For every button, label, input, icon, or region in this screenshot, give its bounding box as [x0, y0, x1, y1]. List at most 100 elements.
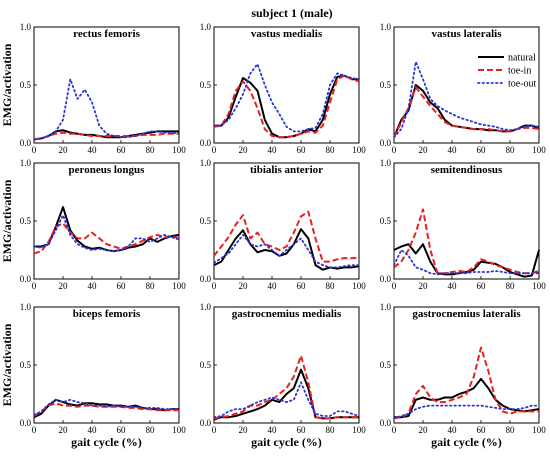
x-tick-label: 100 [352, 145, 366, 155]
y-axis-label: EMG/activation [0, 323, 14, 406]
panel-title: semitendinosus [431, 164, 503, 176]
series-line-toe-in [33, 131, 179, 141]
panel-gastrocnemius-lateralis: gastrocnemius lateralis 0 20 40 60 80 100 0.0 0.… [380, 302, 547, 449]
y-tick-label: 0.5 [380, 216, 392, 226]
y-tick-label: 1.0 [380, 22, 392, 32]
x-tick-label: 20 [59, 281, 69, 291]
x-axis-label: gait cycle (%) [251, 435, 322, 449]
x-tick-label: 60 [297, 425, 307, 435]
series-line-toe-in [393, 346, 539, 420]
x-tick-label: 80 [326, 281, 336, 291]
x-tick-label: 20 [419, 281, 429, 291]
series-line-toe-in [213, 74, 360, 139]
series-line-toe-out [393, 404, 540, 420]
legend: natural toe-in toe-out [477, 53, 537, 90]
series-line-natural [34, 206, 180, 253]
x-tick-label: 20 [419, 145, 429, 155]
y-tick-label: 0.5 [20, 80, 32, 90]
y-tick-label: 1.0 [380, 302, 392, 312]
x-tick-label: 20 [239, 281, 249, 291]
x-tick-label: 60 [297, 145, 307, 155]
series-line-toe-out [393, 60, 540, 139]
plot-frame [33, 306, 180, 424]
series-line-toe-in [213, 210, 359, 263]
x-tick-label: 100 [352, 281, 366, 291]
x-tick-label: 100 [172, 145, 186, 155]
y-tick-label: 1.0 [20, 22, 32, 32]
series-line-toe-out [33, 214, 180, 253]
series-line-toe-out [33, 398, 180, 416]
x-tick-label: 80 [506, 425, 516, 435]
y-tick-label: 0.5 [20, 360, 32, 370]
x-tick-label: 40 [88, 145, 98, 155]
x-tick-label: 80 [146, 145, 156, 155]
x-tick-label: 100 [532, 145, 546, 155]
x-tick-label: 60 [297, 281, 307, 291]
series-line-toe-in [33, 402, 179, 417]
x-tick-label: 0 [32, 425, 37, 435]
y-tick-label: 0.0 [380, 418, 392, 428]
x-tick-label: 20 [59, 145, 69, 155]
y-tick-label: 0.0 [20, 274, 32, 284]
x-tick-label: 100 [172, 281, 186, 291]
y-tick-label: 0.5 [380, 80, 392, 90]
panel-title: vastus lateralis [432, 28, 503, 40]
x-tick-label: 60 [117, 425, 127, 435]
x-tick-label: 20 [239, 425, 249, 435]
y-tick-label: 0.0 [380, 138, 392, 148]
x-tick-label: 60 [477, 425, 487, 435]
series-line-toe-in [393, 208, 540, 275]
x-tick-label: 0 [392, 281, 397, 291]
x-tick-label: 80 [506, 281, 516, 291]
y-tick-label: 0.0 [20, 138, 32, 148]
x-tick-label: 80 [146, 281, 156, 291]
x-tick-label: 0 [392, 145, 397, 155]
x-tick-label: 40 [448, 425, 458, 435]
series-line-toe-out [33, 78, 180, 141]
x-tick-label: 20 [419, 425, 429, 435]
x-tick-label: 40 [268, 145, 278, 155]
x-tick-label: 40 [448, 281, 458, 291]
x-tick-label: 60 [117, 281, 127, 291]
panel-title: vastus medialis [251, 28, 323, 40]
series-line-toe-out [213, 233, 360, 269]
plot-frame [393, 162, 540, 280]
x-tick-label: 100 [352, 425, 366, 435]
y-tick-label: 1.0 [20, 302, 32, 312]
x-tick-label: 80 [326, 145, 336, 155]
x-tick-label: 60 [117, 145, 127, 155]
panel-peroneus-longus: peroneus longus 0 20 40 60 80 100 0.0 0.5 1.0 EMG/… [0, 158, 186, 291]
x-tick-label: 40 [268, 425, 278, 435]
x-tick-label: 100 [532, 281, 546, 291]
y-axis-label: EMG/activation [0, 43, 14, 126]
panel-title: gastrocnemius medialis [232, 308, 342, 320]
y-tick-label: 1.0 [380, 158, 392, 168]
series-line-natural [214, 74, 359, 139]
panel-biceps-femoris: biceps femoris 0 20 40 60 80 100 0.0 0.5 1.0 EMG/a… [0, 302, 186, 449]
series-line-toe-out [213, 381, 360, 419]
panel-tibialis-anterior: tibialis anterior 0 20 40 60 80 100 0.0 0.5 1.0 [200, 158, 367, 291]
x-tick-label: 40 [88, 281, 98, 291]
plot-frame [33, 26, 180, 144]
series-line-toe-out [393, 249, 540, 276]
x-tick-label: 40 [448, 145, 458, 155]
series-line-natural [394, 377, 540, 419]
y-tick-label: 0.5 [200, 360, 212, 370]
x-tick-label: 40 [88, 425, 98, 435]
series-line-toe-in [213, 354, 359, 420]
y-tick-label: 1.0 [20, 158, 32, 168]
plot-frame [213, 306, 360, 424]
panel-title: tibialis anterior [250, 164, 323, 176]
legend-label-toe-out: toe-out [508, 79, 537, 90]
x-tick-label: 60 [477, 281, 487, 291]
y-tick-label: 0.5 [200, 216, 212, 226]
series-line-toe-in [393, 86, 540, 138]
panel-vastus-medialis: vastus medialis 0 20 40 60 80 100 0.0 0.5 1.0 [200, 22, 367, 155]
x-tick-label: 100 [172, 425, 186, 435]
y-tick-label: 1.0 [200, 302, 212, 312]
y-tick-label: 0.0 [20, 418, 32, 428]
legend-label-natural: natural [508, 53, 536, 64]
panel-vastus-lateralis: vastus lateralis 0 20 40 60 80 100 0.0 0.5 1.0 [380, 22, 547, 155]
plot-frame [213, 162, 360, 280]
